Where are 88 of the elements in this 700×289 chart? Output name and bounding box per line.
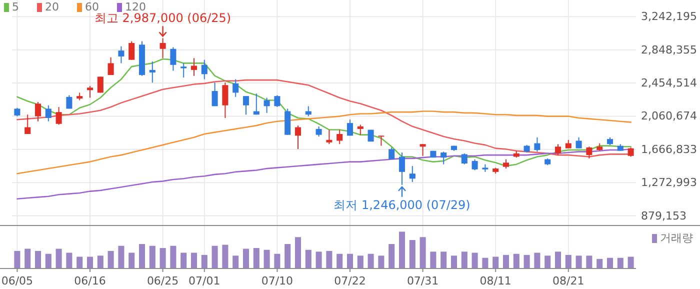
bar: [586, 256, 592, 268]
y-tick-label: 1,272,993: [641, 176, 697, 190]
bar: [628, 256, 634, 268]
bar: [440, 252, 447, 268]
bar: [326, 250, 332, 268]
bar: [430, 252, 436, 268]
bar: [138, 244, 146, 268]
y-tick-label: 2,454,514: [641, 76, 697, 90]
x-tick-label: 07/31: [406, 274, 439, 288]
bar: [346, 254, 354, 268]
bar: [149, 246, 156, 268]
y-tick-label: 879,153: [641, 209, 686, 222]
bar: [544, 256, 551, 268]
legend-label: 120: [125, 0, 146, 14]
bar: [180, 252, 187, 268]
bar: [472, 252, 478, 268]
legend-label: 20: [45, 0, 59, 14]
bar: [554, 252, 562, 268]
y-tick-label: 2,848,355: [641, 43, 697, 56]
x-tick-label: 08/11: [480, 274, 512, 288]
legend-item: 60: [77, 0, 99, 14]
x-tick-label: 07/10: [261, 274, 294, 288]
bar: [534, 252, 540, 268]
bar: [222, 244, 228, 268]
bar: [524, 254, 530, 268]
x-tick-label: 07/22: [334, 274, 366, 288]
x-tick-label: 07/01: [188, 274, 220, 288]
bar: [576, 256, 582, 268]
bar: [212, 246, 218, 268]
bar: [45, 254, 52, 268]
bar: [66, 252, 72, 268]
y-tick-label: 2,060,674: [641, 110, 697, 123]
bar: [420, 237, 426, 268]
bar: [378, 256, 384, 268]
bar: [118, 246, 124, 268]
bar: [253, 248, 260, 268]
legend-item: 20: [37, 0, 59, 14]
y-tick-label: 3,242,195: [641, 10, 697, 24]
legend-label: 거래량: [660, 232, 693, 244]
bar: [170, 246, 176, 268]
bar: [398, 232, 406, 268]
bar: [565, 254, 572, 268]
legend-item: 거래량: [652, 232, 693, 244]
x-tick-label: 06/16: [74, 274, 106, 288]
bar: [357, 256, 364, 268]
bar: [24, 248, 31, 268]
bar: [450, 256, 458, 268]
bar: [617, 258, 624, 268]
bar: [232, 256, 239, 268]
bar: [56, 248, 62, 268]
y-tick-label: 1,666,833: [641, 142, 697, 156]
bar: [336, 254, 343, 268]
x-tick-label: 06/05: [1, 274, 34, 288]
bar: [502, 254, 510, 268]
bar: [492, 256, 499, 268]
bar: [316, 252, 322, 268]
bar: [14, 250, 20, 268]
bar: [201, 254, 208, 268]
bar: [76, 256, 83, 268]
legend-item: 5: [4, 0, 19, 14]
annotation: 최고 2,987,000 (06/25): [94, 11, 232, 26]
annotation: 최저 1,246,000 (07/29): [334, 198, 470, 212]
bar: [606, 258, 614, 268]
bar: [596, 258, 603, 268]
bar: [34, 250, 42, 268]
bar: [388, 244, 395, 268]
bar: [409, 240, 416, 268]
bar: [461, 252, 468, 268]
bar: [128, 252, 135, 268]
bar: [368, 254, 374, 268]
bar: [274, 254, 280, 268]
legend-label: 60: [85, 0, 99, 14]
bar: [513, 254, 520, 268]
bar: [294, 237, 302, 268]
bar: [108, 250, 114, 268]
bar: [97, 256, 104, 268]
bar: [305, 250, 312, 268]
bar: [482, 258, 488, 268]
bar: [242, 248, 250, 268]
bar: [160, 248, 166, 268]
x-tick-label: 06/25: [146, 274, 179, 288]
bar: [190, 252, 198, 268]
bar: [264, 250, 270, 268]
bar: [86, 256, 94, 268]
legend-item: 120: [117, 0, 146, 14]
bar: [284, 244, 291, 268]
legend-label: 5: [12, 0, 19, 14]
x-tick-label: 08/21: [552, 274, 584, 288]
